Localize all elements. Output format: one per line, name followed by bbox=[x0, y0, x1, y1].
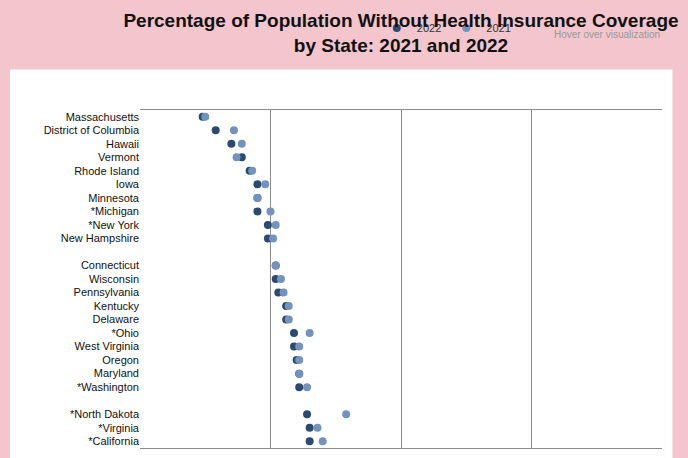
svg-text:Minnesota: Minnesota bbox=[88, 192, 140, 204]
svg-text:West Virginia: West Virginia bbox=[75, 340, 140, 352]
svg-text:Iowa: Iowa bbox=[116, 178, 140, 190]
svg-text:Vermont: Vermont bbox=[98, 151, 139, 163]
svg-text:Hawaii: Hawaii bbox=[106, 138, 139, 150]
svg-text:Delaware: Delaware bbox=[93, 313, 139, 325]
svg-text:2021: 2021 bbox=[486, 22, 510, 34]
svg-text:Oregon: Oregon bbox=[102, 354, 139, 366]
svg-text:*Ohio: *Ohio bbox=[111, 327, 139, 339]
svg-text:Maryland: Maryland bbox=[94, 367, 139, 379]
svg-text:*California: *California bbox=[88, 435, 140, 447]
svg-text:*Virginia: *Virginia bbox=[98, 422, 140, 434]
svg-text:2022: 2022 bbox=[417, 22, 441, 34]
svg-text:Pennsylvania: Pennsylvania bbox=[74, 286, 140, 298]
svg-text:*Michigan: *Michigan bbox=[91, 205, 139, 217]
svg-text:Percentage of Population Witho: Percentage of Population Without Health … bbox=[123, 10, 678, 56]
svg-text:Rhode Island: Rhode Island bbox=[74, 165, 139, 177]
svg-text:Wisconsin: Wisconsin bbox=[89, 273, 139, 285]
svg-text:*Washington: *Washington bbox=[77, 381, 139, 393]
svg-text:Kentucky: Kentucky bbox=[94, 300, 140, 312]
svg-text:*New York: *New York bbox=[88, 219, 139, 231]
svg-text:Hover over visualization: Hover over visualization bbox=[554, 29, 660, 40]
svg-text:New Hampshire: New Hampshire bbox=[61, 232, 139, 244]
svg-text:Massachusetts: Massachusetts bbox=[66, 111, 140, 123]
svg-text:Connecticut: Connecticut bbox=[81, 259, 139, 271]
svg-text:District of Columbia: District of Columbia bbox=[44, 124, 140, 136]
svg-text:*North Dakota: *North Dakota bbox=[70, 408, 140, 420]
